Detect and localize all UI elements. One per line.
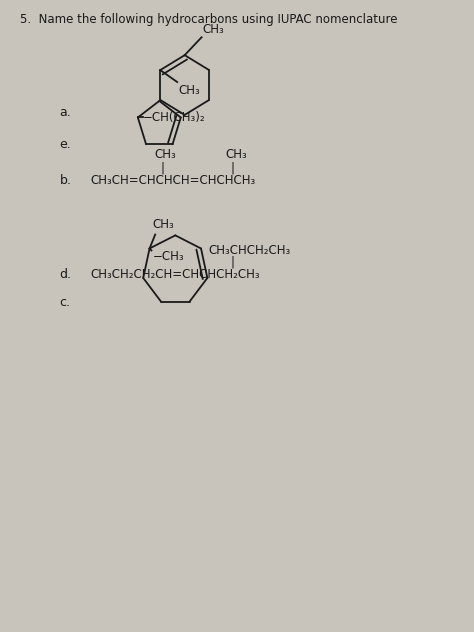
- Text: 5.  Name the following hydrocarbons using IUPAC nomenclature: 5. Name the following hydrocarbons using…: [20, 13, 398, 26]
- Text: |: |: [231, 161, 235, 174]
- Text: CH₃: CH₃: [202, 23, 224, 36]
- Text: |: |: [231, 256, 235, 269]
- Text: CH₃: CH₃: [178, 84, 200, 97]
- Text: |: |: [160, 161, 164, 174]
- Text: CH₃CHCH₂CH₃: CH₃CHCH₂CH₃: [208, 244, 291, 257]
- Text: e.: e.: [60, 138, 72, 151]
- Text: −CH(CH₃)₂: −CH(CH₃)₂: [143, 111, 205, 124]
- Text: CH₃CH₂CH₂CH=CHCHCH₂CH₃: CH₃CH₂CH₂CH=CHCHCH₂CH₃: [91, 268, 260, 281]
- Text: CH₃: CH₃: [155, 148, 176, 161]
- Text: −CH₃: −CH₃: [152, 250, 184, 264]
- Text: CH₃: CH₃: [152, 217, 174, 231]
- Text: CH₃CH=CHCHCH=CHCHCH₃: CH₃CH=CHCHCH=CHCHCH₃: [91, 174, 256, 187]
- Text: a.: a.: [60, 106, 72, 119]
- Text: d.: d.: [60, 268, 72, 281]
- Text: b.: b.: [60, 174, 72, 187]
- Text: c.: c.: [60, 296, 71, 308]
- Text: CH₃: CH₃: [225, 148, 247, 161]
